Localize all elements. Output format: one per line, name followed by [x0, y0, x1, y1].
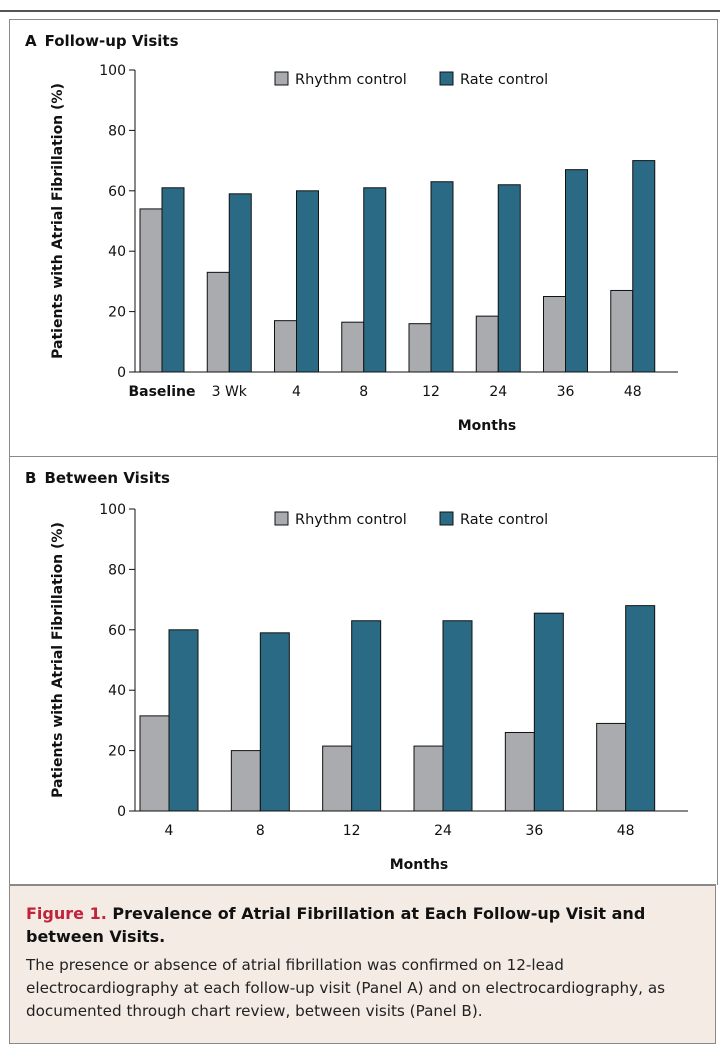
chart-b-y-tick-label: 20 — [108, 744, 126, 760]
chart-a-bar-rate — [363, 187, 387, 373]
chart-a-bar-rate — [161, 187, 185, 373]
caption-text: The presence or absence of atrial fibril… — [26, 956, 666, 1020]
chart-b: 0 20 40 60 80 100 Patients with Atrial Fibrill… — [50, 502, 688, 873]
chart-a-bar-rhythm — [206, 271, 230, 373]
chart-a-x-tick-label: 3 Wk — [212, 384, 248, 400]
chart-a-bar-rhythm — [408, 323, 432, 373]
chart-b-bar-rate — [533, 612, 564, 812]
panel-a-title: A Follow-up Visits — [25, 32, 179, 50]
chart-b-legend-swatch-rate — [439, 511, 454, 526]
chart-b-bar-rhythm — [139, 715, 170, 812]
chart-a-legend-label-rhythm: Rhythm control — [295, 72, 407, 88]
chart-b-x-tick-label: 8 — [256, 823, 265, 839]
chart-b-legend-label-rate: Rate control — [460, 512, 548, 528]
chart-a-x-tick-label: 36 — [557, 384, 575, 400]
chart-a-bar-rate — [228, 193, 252, 373]
chart-b-x-tick-label: 36 — [525, 823, 543, 839]
figure-caption: Figure 1. Prevalence of Atrial Fibrillat… — [9, 884, 716, 1044]
panel-b: B Between Visits 0 20 40 60 80 100 Patients wit… — [9, 456, 718, 885]
panel-b-title-text: Between Visits — [44, 469, 170, 487]
chart-a-legend-swatch-rate — [439, 71, 454, 86]
panel-a: A Follow-up Visits 0 20 40 60 80 100 Patients w… — [9, 19, 718, 456]
chart-b-x-tick-label: 24 — [434, 823, 452, 839]
panel-b-letter: B — [25, 469, 37, 487]
chart-b-y-tick-label: 40 — [108, 683, 126, 699]
chart-a-x-tick-label: 48 — [624, 384, 642, 400]
chart-a-x-axis-title: Months — [458, 418, 517, 434]
figure-label: Figure 1. — [26, 904, 107, 923]
chart-a-y-tick-label: 80 — [108, 123, 126, 139]
chart-b-bar-rate — [442, 620, 473, 812]
chart-b-bar-rate — [259, 632, 290, 812]
chart-a-y-tick-label: 40 — [108, 244, 126, 260]
chart-b-bar-rhythm — [596, 722, 627, 812]
chart-b-bar-rhythm — [322, 745, 353, 812]
chart-b-x-axis-title: Months — [390, 857, 449, 873]
chart-a-legend-swatch-rhythm — [274, 71, 289, 86]
top-rule — [0, 10, 720, 12]
chart-a-y-tick-label: 0 — [117, 365, 126, 381]
chart-a-bar-rhythm — [610, 289, 634, 373]
chart-a-bar-rhythm — [543, 296, 566, 373]
panel-a-title-text: Follow-up Visits — [44, 32, 179, 50]
chart-a-bar-rhythm — [274, 320, 297, 373]
chart-b-bar-rhythm — [230, 750, 261, 812]
chart-a-x-tick-label: 24 — [489, 384, 507, 400]
chart-b-legend-swatch-rhythm — [274, 511, 289, 526]
panel-b-title: B Between Visits — [25, 469, 170, 487]
chart-b-legend-label-rhythm: Rhythm control — [295, 512, 407, 528]
chart-b-y-tick-label: 60 — [108, 623, 126, 639]
chart-a-x-tick-label: 8 — [359, 384, 368, 400]
chart-a-bar-rate — [296, 190, 319, 373]
chart-b-bar-rate — [168, 629, 199, 812]
chart-b-bar-rhythm — [413, 745, 444, 812]
chart-a-legend-label-rate: Rate control — [460, 72, 548, 88]
chart-b-y-tick-label: 0 — [117, 804, 126, 820]
chart-b-y-tick-label: 100 — [99, 502, 126, 518]
panel-a-letter: A — [25, 32, 37, 50]
chart-a-bar-rhythm — [341, 321, 365, 373]
caption-title: Figure 1. Prevalence of Atrial Fibrillat… — [26, 902, 666, 948]
chart-a-x-tick-label: Baseline — [128, 384, 195, 400]
chart-a-x-tick-label: 12 — [422, 384, 440, 400]
chart-b-bar-rate — [351, 620, 382, 812]
chart-a-y-tick-label: 60 — [108, 184, 126, 200]
chart-a-bar-rhythm — [139, 208, 163, 373]
chart-a: 0 20 40 60 80 100 Patients with Atrial Fibrill… — [50, 63, 678, 434]
chart-a-bar-rate — [430, 181, 454, 373]
chart-b-bar-rhythm — [504, 731, 535, 812]
chart-a-bar-rhythm — [475, 315, 499, 373]
chart-a-bar-rate — [632, 160, 656, 373]
chart-b-x-tick-label: 4 — [165, 823, 174, 839]
chart-a-y-tick-label: 20 — [108, 305, 126, 321]
chart-b-y-axis-title: Patients with Atrial Fibrillation (%) — [50, 522, 66, 798]
chart-a-x-tick-label: 4 — [292, 384, 301, 400]
chart-b-bar-rate — [625, 605, 656, 812]
chart-b-x-tick-label: 48 — [617, 823, 635, 839]
chart-b-y-tick-label: 80 — [108, 562, 126, 578]
chart-a-bar-rate — [497, 184, 521, 373]
chart-a-y-tick-label: 100 — [99, 63, 126, 79]
figure-title: Prevalence of Atrial Fibrillation at Eac… — [26, 904, 646, 946]
chart-b-x-tick-label: 12 — [343, 823, 361, 839]
chart-a-bar-rate — [565, 169, 588, 373]
chart-a-y-axis-title: Patients with Atrial Fibrillation (%) — [50, 83, 66, 359]
